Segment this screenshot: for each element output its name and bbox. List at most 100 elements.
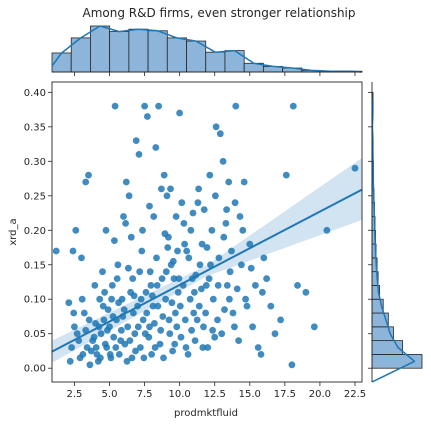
data-point [86, 361, 94, 369]
data-point [223, 282, 231, 289]
data-point [214, 282, 222, 289]
data-point [207, 261, 214, 269]
x-hist-bar [128, 28, 149, 73]
data-point [89, 337, 97, 344]
data-point [169, 347, 177, 355]
data-point [150, 213, 158, 220]
x-axis-ticks: 2.5 5.0 7.5 10.0 12.5 15.0 17.5 20.0 22.5 [66, 382, 366, 400]
data-point [206, 171, 214, 179]
data-point [288, 361, 296, 369]
data-point [112, 344, 120, 351]
data-point [243, 302, 251, 310]
data-point [151, 320, 158, 327]
data-point [73, 330, 81, 338]
data-point [101, 340, 109, 348]
plot-frame [51, 81, 363, 383]
data-point [161, 230, 169, 238]
data-point [235, 337, 243, 344]
data-point [232, 102, 240, 110]
x-hist-bar [224, 50, 245, 73]
data-point [158, 185, 165, 193]
data-point [180, 220, 188, 227]
x-tick-label: 10.0 [169, 389, 191, 400]
data-point [152, 144, 160, 151]
data-point [249, 323, 256, 331]
data-point [154, 302, 162, 310]
data-point [175, 275, 183, 282]
data-point [141, 102, 149, 110]
x-hist-bar [147, 30, 168, 73]
data-point [122, 220, 129, 227]
data-point [137, 344, 144, 351]
data-point [66, 357, 74, 365]
data-point [52, 247, 60, 255]
data-point [193, 316, 201, 324]
data-point [198, 240, 206, 248]
data-point [181, 240, 189, 248]
y-axis-ticks: 0.00 0.05 0.10 0.15 0.20 0.25 0.30 0.35 0.40 [24, 88, 52, 375]
data-point [216, 130, 224, 138]
data-point [171, 340, 179, 348]
data-point [70, 309, 78, 317]
data-point [141, 330, 149, 338]
data-point [189, 209, 197, 217]
scatter-plot-area: 2.5 5.0 7.5 10.0 12.5 15.0 17.5 20.0 22.5 0.000.… [24, 81, 366, 400]
x-tick-label: 7.5 [137, 389, 153, 400]
data-point [91, 282, 99, 289]
data-point [172, 309, 179, 317]
data-point [138, 247, 146, 255]
data-point [153, 254, 160, 262]
data-point [123, 357, 131, 365]
data-point [156, 340, 164, 348]
y-axis-label: xrd_a [8, 218, 19, 245]
data-point [115, 299, 122, 307]
marginal-x-histogram [51, 25, 363, 76]
data-point [113, 275, 121, 282]
x-hist-bar [109, 31, 130, 73]
regression-line [51, 188, 363, 353]
data-point [239, 226, 247, 234]
x-tick-label: 22.5 [344, 389, 366, 400]
data-point [159, 313, 167, 320]
data-point [153, 282, 161, 289]
data-point [205, 275, 213, 282]
data-point [176, 302, 184, 310]
data-point [282, 171, 290, 179]
data-point [140, 354, 148, 362]
data-point [236, 213, 244, 220]
x-hist-bar [90, 25, 111, 73]
data-point [208, 226, 216, 234]
data-point [246, 240, 254, 248]
data-point [195, 185, 203, 193]
data-point [174, 288, 182, 296]
data-point [294, 282, 301, 289]
data-point [166, 330, 174, 338]
y-tick-label: 0.40 [24, 88, 46, 99]
data-point [85, 171, 92, 179]
data-point [104, 306, 112, 313]
x-tick-label: 20.0 [309, 389, 331, 400]
data-point [165, 316, 173, 324]
data-point [130, 309, 137, 317]
y-tick-label: 0.25 [24, 191, 46, 202]
data-point [211, 333, 219, 341]
data-point [200, 206, 208, 214]
data-point [181, 316, 189, 324]
x-hist-bar [166, 37, 187, 73]
data-point [130, 292, 138, 300]
data-point [184, 351, 192, 358]
data-point [186, 295, 194, 303]
data-point [124, 323, 132, 331]
data-point [115, 351, 123, 358]
y-tick-label: 0.00 [24, 364, 46, 375]
x-hist-bar [205, 51, 226, 73]
y-tick-label: 0.35 [24, 122, 46, 133]
data-point [160, 354, 167, 362]
data-point [177, 333, 185, 341]
data-point [134, 323, 142, 331]
data-point [219, 157, 227, 165]
data-point [302, 288, 310, 296]
data-point [277, 316, 284, 324]
data-point [78, 295, 86, 303]
